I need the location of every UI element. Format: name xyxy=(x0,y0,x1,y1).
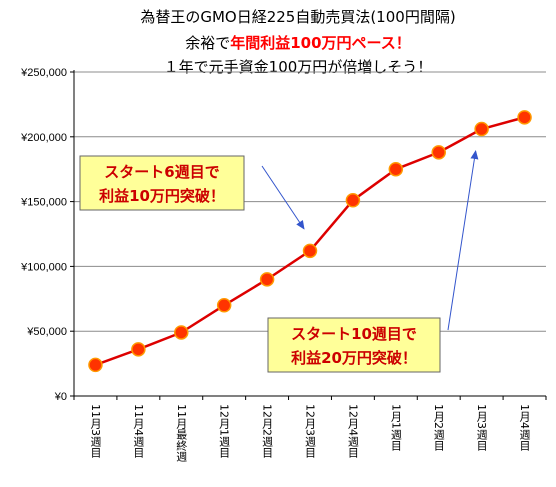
y-axis-ticks: ¥0 ¥50,000 ¥100,000 ¥150,000 ¥200,000 ¥250,00… xyxy=(20,67,74,403)
data-point xyxy=(388,161,404,177)
data-point xyxy=(131,342,146,357)
annotation-text: 利益20万円突破！ xyxy=(291,349,417,367)
y-tick-label: ¥150,000 xyxy=(20,197,67,209)
x-tick-label: 11月3週目 xyxy=(89,404,102,458)
data-point xyxy=(174,325,189,340)
data-point xyxy=(216,298,232,313)
annotation-arrow xyxy=(261,165,305,230)
title-line: 余裕で年間利益100万円ペース！ xyxy=(185,34,411,52)
data-point xyxy=(431,145,446,160)
x-tick-label: 12月3週目 xyxy=(304,404,317,458)
data-point xyxy=(474,121,489,137)
annotation-box xyxy=(267,317,441,373)
data-point xyxy=(345,193,361,208)
x-tick-label: 12月4週目 xyxy=(346,404,359,458)
x-tick-label: 11月4週目 xyxy=(132,404,145,458)
title-segment: 為替王のGMO日経225自動売買法(100円間隔) xyxy=(140,8,455,26)
y-tick-label: ¥100,000 xyxy=(20,261,67,273)
title-segment: 余裕で xyxy=(185,34,230,52)
x-tick-label: 1月4週目 xyxy=(518,404,531,451)
data-point xyxy=(88,357,103,373)
annotation-text: 利益10万円突破！ xyxy=(99,187,225,205)
title-emphasis: 年間利益100万円ペース！ xyxy=(230,34,411,52)
y-tick-label: ¥250,000 xyxy=(20,67,67,79)
y-tick-label: ¥200,000 xyxy=(20,132,67,144)
data-point xyxy=(302,243,318,259)
data-point xyxy=(517,110,532,125)
x-axis-ticks: 11月3週目 11月4週目 11月最終週 12月1週目 12月2週目 12月3週目 12月4… xyxy=(73,396,547,462)
x-tick-label: 1月1週目 xyxy=(389,404,402,451)
annotation-arrow xyxy=(447,150,479,331)
x-tick-label: 12月2週目 xyxy=(261,404,274,458)
title-line: 為替王のGMO日経225自動売買法(100円間隔) xyxy=(140,8,455,26)
axes xyxy=(73,70,546,397)
x-tick-label: 1月3週目 xyxy=(475,404,488,451)
y-tick-label: ¥0 xyxy=(54,391,67,403)
data-point xyxy=(259,272,275,287)
x-tick-label: 1月2週目 xyxy=(432,404,445,451)
title-segment: １年で元手資金100万円が倍増しそう！ xyxy=(164,58,433,76)
annotation-box xyxy=(79,155,245,211)
x-tick-label: 11月最終週 xyxy=(175,404,188,462)
annotation-text: スタート6週目で xyxy=(104,163,219,181)
data-points xyxy=(88,110,532,373)
y-tick-label: ¥50,000 xyxy=(26,326,67,338)
title-line: １年で元手資金100万円が倍増しそう！ xyxy=(164,58,433,76)
x-tick-label: 12月1週目 xyxy=(218,404,231,458)
annotation-text: スタート10週目で xyxy=(291,325,417,343)
chart-title: 為替王のGMO日経225自動売買法(100円間隔) 余裕で年間利益100万円ペース… xyxy=(140,8,455,76)
